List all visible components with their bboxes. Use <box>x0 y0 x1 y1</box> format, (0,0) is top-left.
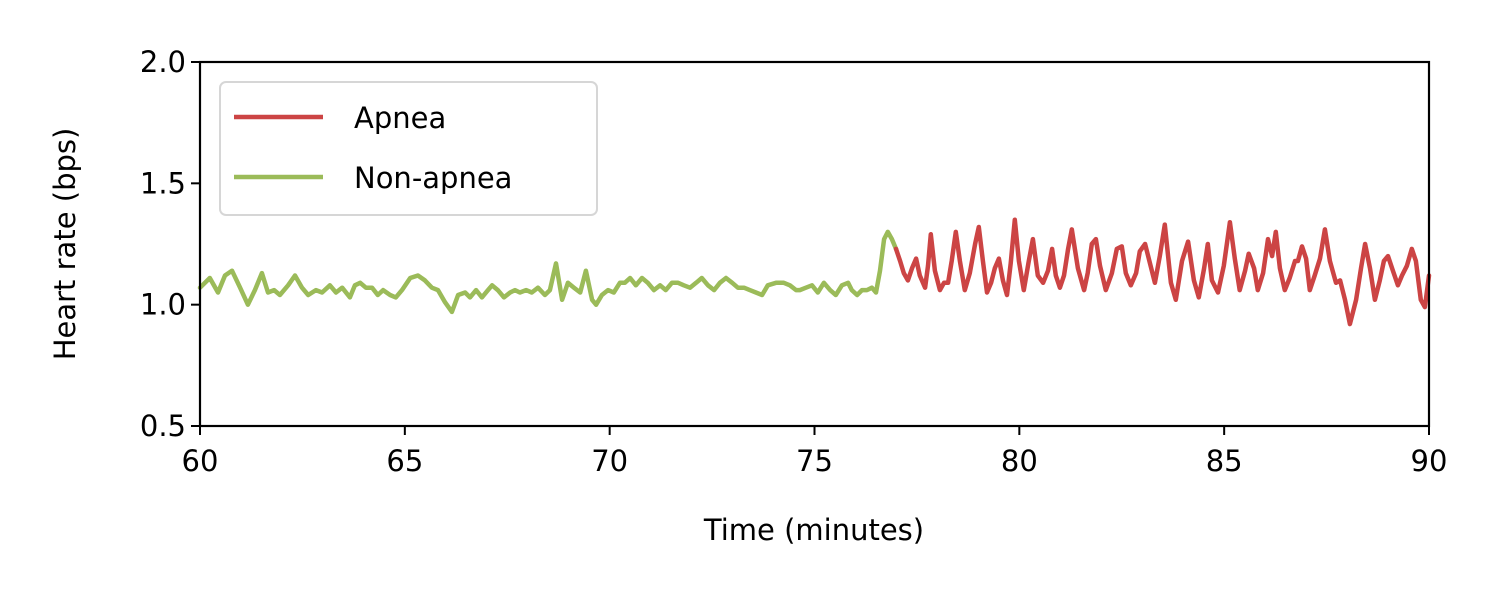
y-tick: 1.0 <box>140 288 200 322</box>
y-tick: 0.5 <box>140 409 200 443</box>
x-tick-label: 75 <box>796 444 833 478</box>
x-tick: 65 <box>386 426 423 478</box>
y-tick-label: 1.5 <box>140 166 186 200</box>
y-tick: 2.0 <box>140 45 200 79</box>
series-layer <box>197 217 1432 327</box>
x-tick-label: 65 <box>386 444 423 478</box>
legend-label-apnea: Apnea <box>354 101 446 135</box>
y-tick-label: 2.0 <box>140 45 186 79</box>
non-apnea-line <box>197 229 899 315</box>
x-tick: 85 <box>1206 426 1243 478</box>
y-tick-label: 1.0 <box>140 288 186 322</box>
x-axis-ticks: 60 65 70 75 80 85 90 <box>182 426 1448 478</box>
x-tick: 80 <box>1001 426 1038 478</box>
x-tick: 90 <box>1411 426 1448 478</box>
legend-item-non-apnea: Non-apnea <box>234 161 512 195</box>
x-tick-label: 80 <box>1001 444 1038 478</box>
y-axis-ticks: 0.5 1.0 1.5 2.0 <box>140 45 200 443</box>
x-tick-label: 60 <box>182 444 219 478</box>
x-tick-label: 90 <box>1411 444 1448 478</box>
legend-label-non-apnea: Non-apnea <box>354 161 512 195</box>
apnea-line <box>893 217 1432 327</box>
y-tick: 1.5 <box>140 166 200 200</box>
x-tick: 70 <box>591 426 628 478</box>
y-tick-label: 0.5 <box>140 409 186 443</box>
x-tick-label: 70 <box>591 444 628 478</box>
x-tick-label: 85 <box>1206 444 1243 478</box>
legend-item-apnea: Apnea <box>234 101 446 135</box>
x-tick: 75 <box>796 426 833 478</box>
legend: Apnea Non-apnea <box>219 81 598 216</box>
y-axis-label: Heart rate (bps) <box>48 128 82 361</box>
x-axis-label: Time (minutes) <box>703 513 924 547</box>
x-tick: 60 <box>182 426 219 478</box>
